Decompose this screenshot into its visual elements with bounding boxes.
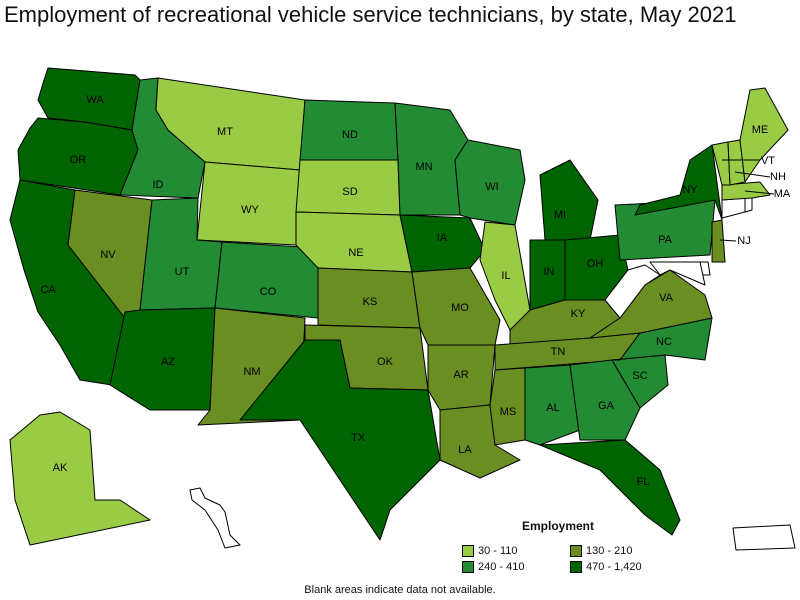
state-label-nc: NC — [656, 336, 672, 348]
state-label-sc: SC — [632, 370, 647, 382]
state-label-nj: NJ — [737, 235, 750, 247]
state-label-ms: MS — [500, 406, 517, 418]
state-label-nm: NM — [243, 366, 260, 378]
legend-item-2: 240 - 410 — [462, 561, 524, 573]
state-label-mo: MO — [451, 302, 469, 314]
state-label-vt: VT — [761, 155, 775, 167]
state-label-co: CO — [260, 286, 277, 298]
state-label-ny: NY — [682, 184, 698, 196]
state-ny — [634, 144, 723, 221]
legend-swatch-4 — [570, 561, 582, 573]
state-label-az: AZ — [161, 356, 175, 368]
legend-title: Employment — [522, 519, 595, 533]
legend-label-3: 130 - 210 — [586, 545, 633, 557]
state-label-ks: KS — [363, 296, 378, 308]
legend-label-4: 470 - 1,420 — [586, 561, 642, 573]
state-label-al: AL — [546, 402, 559, 414]
legend-item-1: 30 - 110 — [462, 545, 518, 557]
state-label-ia: IA — [437, 232, 448, 244]
state-label-tn: TN — [551, 346, 566, 358]
state-md — [649, 261, 706, 286]
state-wi — [454, 139, 526, 226]
state-label-pa: PA — [658, 234, 673, 246]
state-label-ak: AK — [53, 462, 68, 474]
legend-swatch-1 — [462, 545, 474, 557]
state-label-ok: OK — [377, 356, 394, 368]
state-label-nd: ND — [342, 129, 358, 141]
legend-swatch-2 — [462, 561, 474, 573]
state-label-ky: KY — [571, 308, 586, 320]
state-hi — [189, 487, 241, 549]
state-fl — [539, 439, 681, 536]
legend-item-4: 470 - 1,420 — [570, 561, 642, 573]
state-label-va: VA — [659, 292, 674, 304]
state-label-il: IL — [501, 270, 510, 282]
state-ct — [721, 197, 746, 219]
state-label-mi: MI — [554, 209, 566, 221]
leader-nh — [734, 171, 771, 178]
state-label-oh: OH — [587, 258, 604, 270]
state-ri — [744, 197, 753, 213]
state-label-me: ME — [752, 124, 769, 136]
state-ms — [489, 367, 526, 446]
footnote: Blank areas indicate data not available. — [304, 584, 496, 596]
state-label-nv: NV — [100, 249, 116, 261]
state-label-ga: GA — [598, 400, 615, 412]
state-label-fl: FL — [637, 476, 650, 488]
state-label-ut: UT — [175, 266, 190, 278]
state-label-in: IN — [544, 266, 555, 278]
state-label-mt: MT — [217, 126, 233, 138]
leader-ma — [744, 190, 775, 195]
state-label-ne: NE — [348, 247, 363, 259]
legend-swatch-3 — [570, 545, 582, 557]
state-ga — [569, 359, 641, 441]
state-nj — [711, 219, 726, 263]
state-label-or: OR — [70, 154, 87, 166]
state-label-ar: AR — [453, 369, 468, 381]
state-label-sd: SD — [342, 186, 357, 198]
state-ak — [9, 411, 151, 546]
state-label-ma: MA — [774, 188, 791, 200]
state-label-tx: TX — [351, 432, 366, 444]
state-label-wy: WY — [241, 204, 259, 216]
map-title: Employment of recreational vehicle servi… — [4, 2, 737, 27]
legend-label-2: 240 - 410 — [478, 561, 525, 573]
state-al — [524, 364, 581, 446]
state-label-wa: WA — [86, 94, 104, 106]
state-label-nh: NH — [770, 171, 786, 183]
state-co — [214, 241, 319, 319]
state-me — [739, 87, 789, 183]
state-label-la: LA — [458, 444, 472, 456]
state-ia — [399, 214, 486, 273]
state-pr — [732, 524, 796, 551]
state-label-wi: WI — [485, 181, 498, 193]
legend-label-1: 30 - 110 — [478, 545, 518, 557]
state-mi — [539, 159, 599, 241]
state-label-id: ID — [153, 179, 164, 191]
state-label-mn: MN — [415, 161, 432, 173]
state-tx — [239, 339, 441, 541]
state-label-ca: CA — [40, 284, 56, 296]
state-wv — [604, 264, 661, 319]
legend-item-3: 130 - 210 — [570, 545, 632, 557]
leader-nj — [719, 239, 737, 242]
state-ne — [295, 211, 413, 273]
